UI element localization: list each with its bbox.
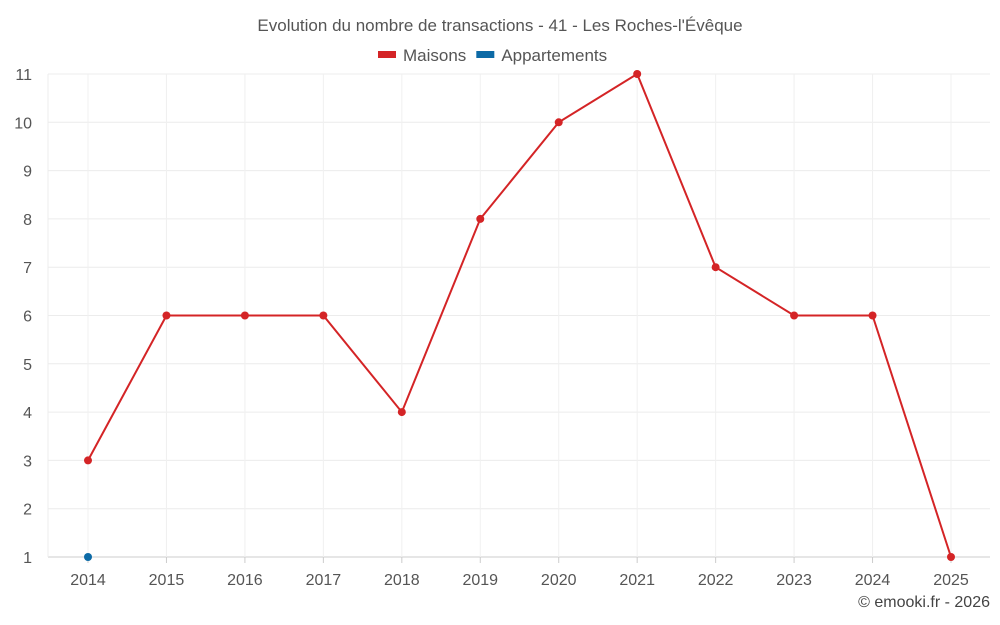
chart-title: Evolution du nombre de transactions - 41… [257,16,742,35]
data-point-maisons [790,311,799,320]
data-point-appartements [84,553,92,561]
data-point-maisons [319,311,328,320]
y-tick-label: 4 [23,405,32,422]
data-point-maisons [84,456,92,465]
y-tick-label: 11 [15,67,32,84]
x-tick-label: 2022 [698,572,734,589]
data-point-maisons [397,408,406,417]
series [84,70,955,561]
legend-label-appartements: Appartements [501,46,607,65]
data-point-maisons [240,311,249,320]
credit: © emooki.fr - 2026 [858,594,990,611]
x-tick-label: 2016 [227,572,263,589]
y-tick-label: 1 [23,550,32,567]
y-tick-label: 2 [23,502,32,519]
y-tick-label: 10 [14,115,32,132]
data-point-maisons [868,311,877,320]
x-tick-label: 2017 [306,572,342,589]
data-point-maisons [633,70,642,78]
x-tick-label: 2014 [70,572,106,589]
legend: Maisons Appartements [378,46,607,65]
x-tick-label: 2015 [149,572,185,589]
y-tick-label: 8 [23,212,32,229]
axes: 1 2 3 4 5 6 7 8 9 10 11 2014 2015 2016 2017 2018 2019 202… [14,67,969,589]
legend-label-maisons: Maisons [403,46,466,65]
x-tick-label: 2021 [619,572,655,589]
x-tick-label: 2023 [776,572,812,589]
x-tick-label: 2018 [384,572,420,589]
x-tick-label: 2024 [855,572,891,589]
y-tick-label: 7 [23,260,32,277]
data-point-maisons [476,214,485,223]
data-point-maisons [554,118,563,127]
data-point-maisons [711,263,720,272]
data-point-maisons [162,311,171,320]
y-tick-label: 5 [23,357,32,374]
y-tick-label: 6 [23,309,32,326]
y-tick-label: 9 [23,164,32,181]
legend-swatch-maisons [378,51,396,58]
x-tick-label: 2025 [933,572,969,589]
series-line-maisons [87,72,952,558]
data-point-maisons [947,553,955,561]
y-tick-label: 3 [23,453,32,470]
x-tick-label: 2019 [462,572,498,589]
x-tick-label: 2020 [541,572,577,589]
legend-swatch-appartements [476,51,495,58]
